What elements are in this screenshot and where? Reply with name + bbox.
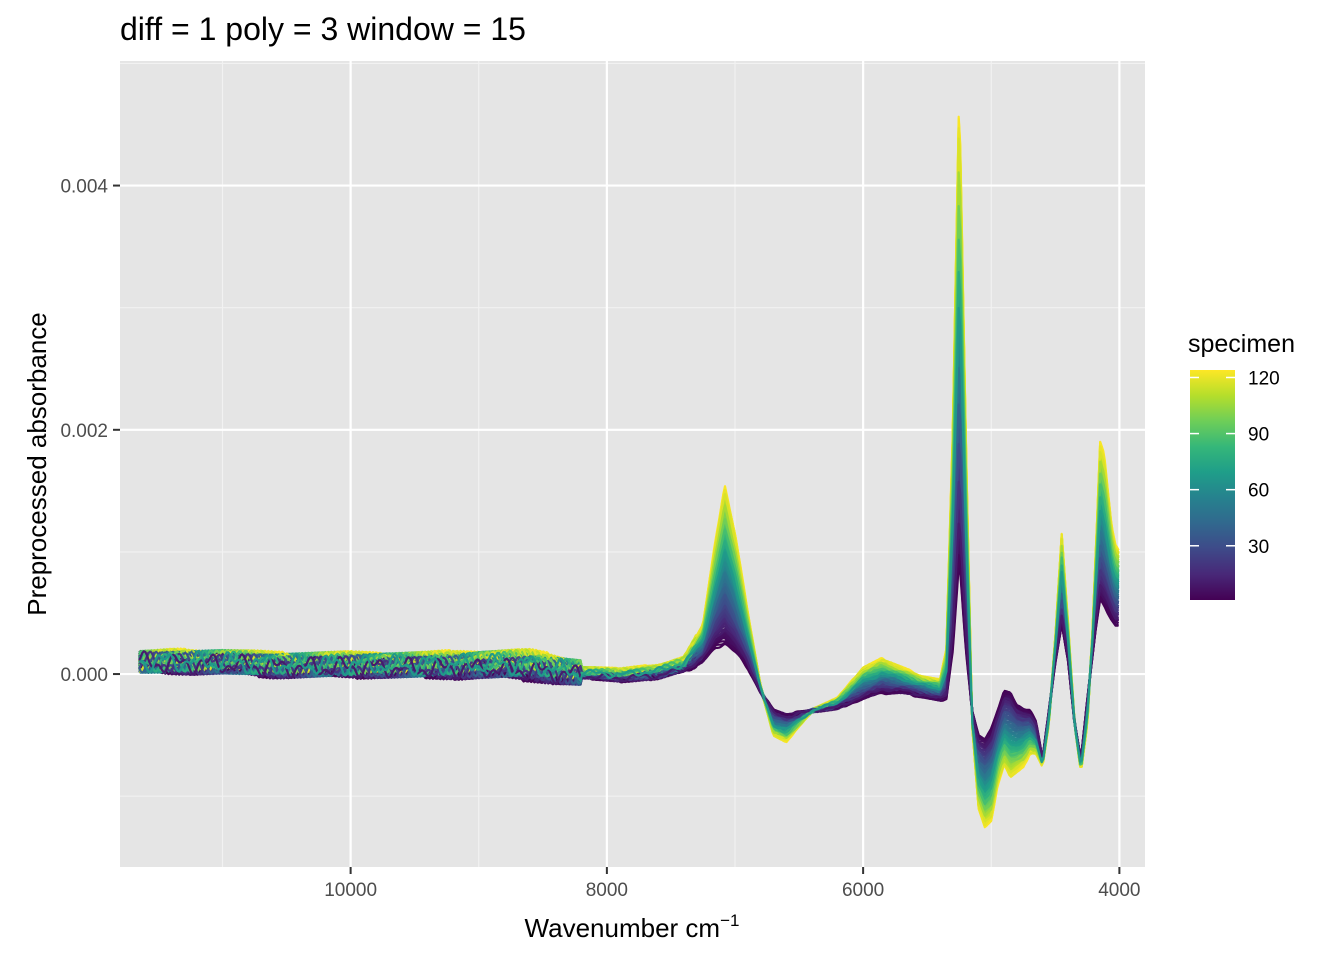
colorbar-legend: specimen 30 60 90 120 [1188,330,1295,600]
chart-title: diff = 1 poly = 3 window = 15 [120,11,526,47]
y-axis-label: Preprocessed absorbance [22,312,52,616]
spectra-lines [138,115,1120,829]
y-tick-label: 0.000 [60,665,108,686]
y-tick-label: 0.004 [60,177,108,198]
x-tick-label: 10000 [324,880,377,901]
legend-title: specimen [1188,330,1295,358]
x-axis-tick-labels: 10000 8000 6000 4000 [324,880,1140,901]
x-tick-label: 8000 [586,880,628,901]
x-tick-label: 6000 [842,880,884,901]
minor-gridlines [120,61,1145,867]
colorbar [1190,370,1235,600]
x-axis-label: Wavenumber cm−1 [525,911,740,943]
spectrum-line [138,306,1120,790]
x-tick-label: 4000 [1098,880,1140,901]
colorbar-ticks: 30 60 90 120 [1190,368,1280,558]
colorbar-tick-label: 30 [1248,537,1269,558]
y-axis-tick-labels: 0.000 0.002 0.004 [60,177,108,686]
colorbar-tick-label: 120 [1248,368,1280,389]
y-tick-label: 0.002 [60,421,108,442]
colorbar-tick-label: 60 [1248,481,1269,502]
major-gridlines [120,61,1145,867]
colorbar-tick-label: 90 [1248,425,1269,446]
axis-ticks [113,184,1121,874]
spectrum-line [138,522,1119,758]
